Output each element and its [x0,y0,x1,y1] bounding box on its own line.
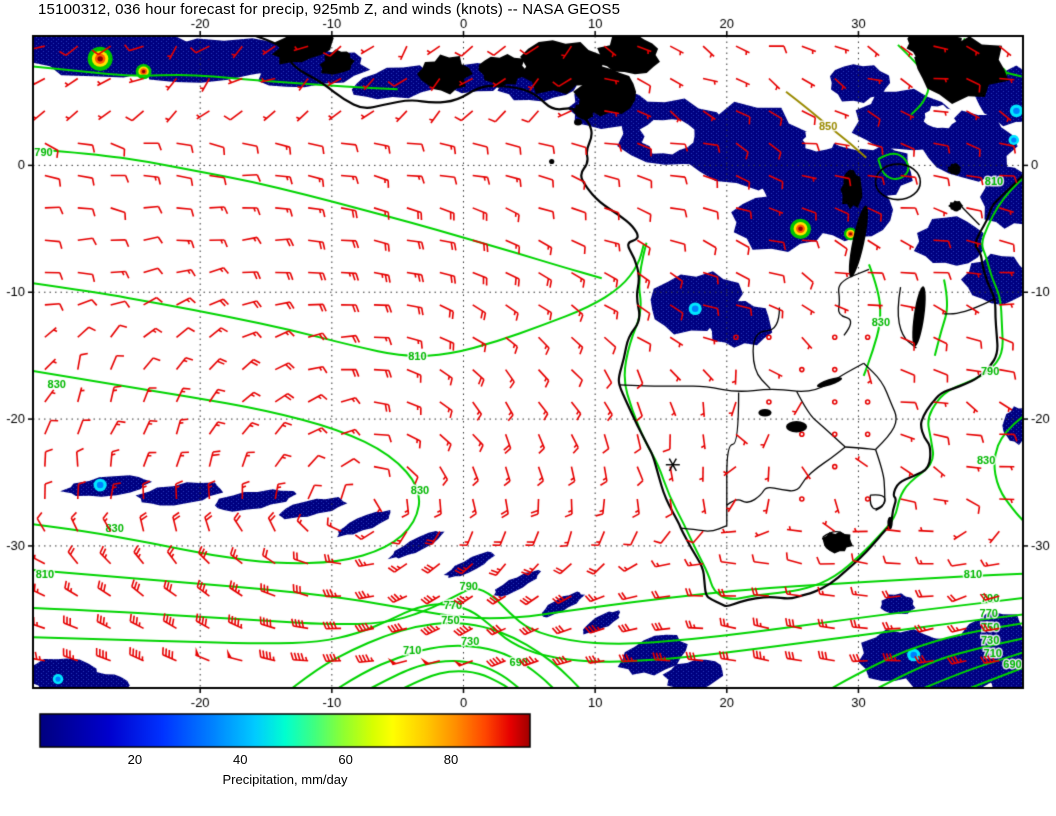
colorbar-tick: 60 [338,752,353,767]
colorbar-tick: 40 [232,752,248,767]
chart-title: 15100312, 036 hour forecast for precip, … [38,1,621,18]
colorbar-tick: 80 [443,752,459,767]
colorbar-tick: 20 [127,752,143,767]
colorbar-caption: Precipitation, mm/day [222,772,348,787]
